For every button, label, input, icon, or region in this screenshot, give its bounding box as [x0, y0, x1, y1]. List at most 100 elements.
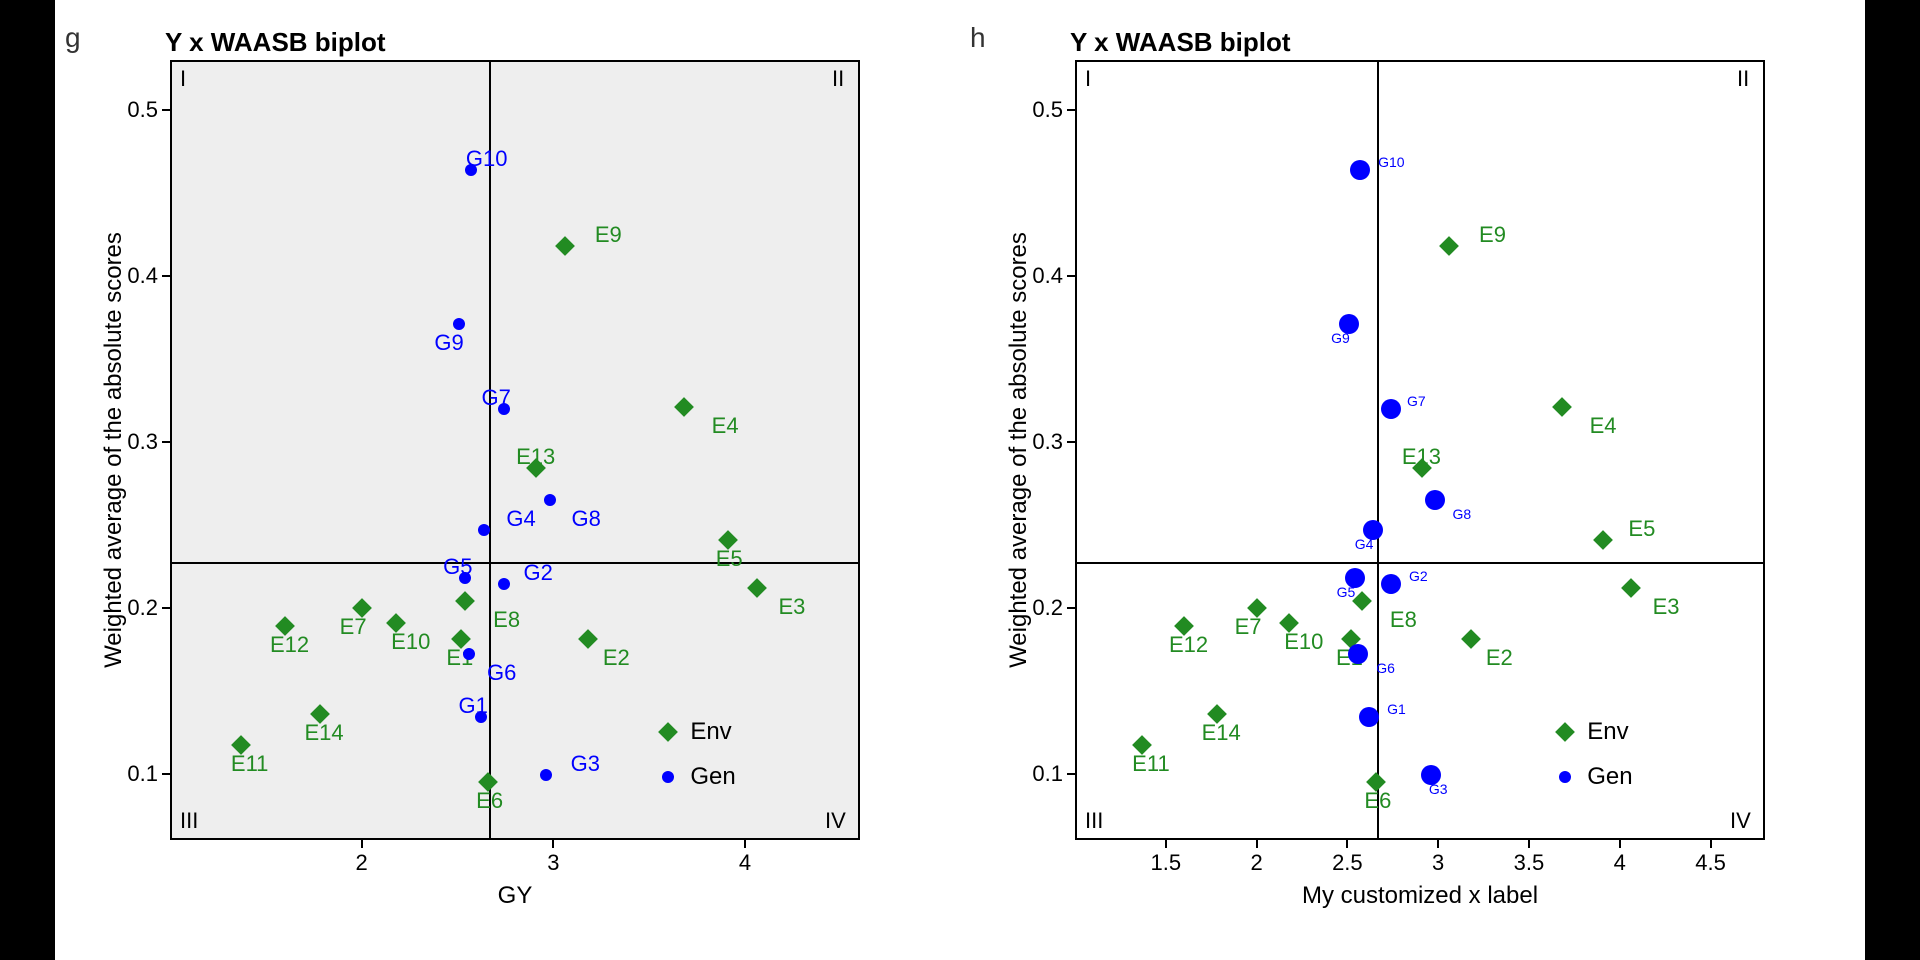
ytick-mark [1067, 607, 1075, 609]
gen-label: G9 [1331, 330, 1350, 346]
gen-label: G6 [487, 660, 516, 686]
gen-label: G5 [1337, 584, 1356, 600]
env-label: E12 [1169, 632, 1208, 658]
plot-area [170, 60, 860, 840]
ytick-mark [1067, 773, 1075, 775]
xtick-mark [1437, 840, 1439, 848]
gen-label: G3 [571, 751, 600, 777]
ytick-mark [1067, 109, 1075, 111]
ytick-mark [162, 275, 170, 277]
xtick-mark [552, 840, 554, 848]
gen-label: G1 [1387, 701, 1406, 717]
env-label: E3 [779, 594, 806, 620]
env-label: E3 [1653, 594, 1680, 620]
gen-label: G4 [1355, 536, 1374, 552]
chart-title: Y x WAASB biplot [165, 27, 386, 58]
gen-marker [1425, 490, 1445, 510]
gen-label: G8 [572, 506, 601, 532]
gen-label: G2 [1409, 568, 1428, 584]
chart-title: Y x WAASB biplot [1070, 27, 1291, 58]
xlabel: My customized x label [1075, 882, 1765, 910]
xtick-mark [744, 840, 746, 848]
quadrant-label: II [832, 66, 844, 92]
gen-marker [463, 648, 475, 660]
gen-marker [1350, 160, 1370, 180]
xtick-mark [1256, 840, 1258, 848]
ytick-mark [162, 109, 170, 111]
xtick-mark [1165, 840, 1167, 848]
gen-marker [540, 769, 552, 781]
gen-label: G6 [1376, 660, 1395, 676]
gen-label: G5 [443, 554, 472, 580]
env-label: E6 [476, 788, 503, 814]
panel-letter: h [970, 22, 986, 54]
env-label: E5 [1628, 516, 1655, 542]
env-label: E4 [1590, 413, 1617, 439]
xtick-label: 3 [1432, 850, 1444, 876]
env-label: E8 [1390, 607, 1417, 633]
quadrant-label: II [1737, 66, 1749, 92]
xtick-label: 4.5 [1695, 850, 1726, 876]
xtick-label: 1.5 [1150, 850, 1181, 876]
env-label: E11 [231, 751, 269, 777]
panels-container: gY x WAASB biplot2340.10.20.30.40.5GYWei… [55, 0, 1865, 960]
gen-label: G10 [1378, 154, 1404, 170]
quad-hline [1075, 562, 1765, 564]
ytick-mark [162, 441, 170, 443]
env-label: E2 [603, 645, 630, 671]
xtick-label: 3.5 [1514, 850, 1545, 876]
quadrant-label: III [180, 808, 198, 834]
env-label: E10 [391, 629, 430, 655]
panel-letter: g [65, 22, 81, 54]
quad-vline [1377, 60, 1379, 840]
xtick-mark [1528, 840, 1530, 848]
xlabel: GY [170, 882, 860, 910]
env-label: E9 [1479, 222, 1506, 248]
gen-label: G10 [466, 146, 508, 172]
quadrant-label: I [1085, 66, 1091, 92]
ytick-mark [1067, 275, 1075, 277]
env-label: E6 [1364, 788, 1391, 814]
gen-marker [544, 494, 556, 506]
legend-env-label: Env [1587, 718, 1628, 746]
env-label: E7 [1235, 614, 1262, 640]
env-label: E10 [1284, 629, 1323, 655]
gen-label: G2 [524, 560, 553, 586]
legend-gen-label: Gen [1587, 763, 1632, 791]
ytick-mark [1067, 441, 1075, 443]
ytick-mark [162, 607, 170, 609]
env-label: E2 [1486, 645, 1513, 671]
panel-h: hY x WAASB biplot1.522.533.544.50.10.20.… [960, 0, 1865, 960]
gen-label: G7 [1407, 393, 1426, 409]
env-label: E9 [595, 222, 622, 248]
xtick-label: 2 [1250, 850, 1262, 876]
gen-marker [453, 318, 465, 330]
quadrant-label: I [180, 66, 186, 92]
env-label: E5 [716, 546, 743, 572]
xtick-mark [1619, 840, 1621, 848]
env-label: E8 [493, 607, 520, 633]
quad-hline [170, 562, 860, 564]
quadrant-label: IV [825, 808, 846, 834]
gen-label: G9 [434, 330, 463, 356]
gen-marker [478, 524, 490, 536]
xtick-label: 2.5 [1332, 850, 1363, 876]
gen-label: G3 [1429, 781, 1448, 797]
gen-marker [1359, 707, 1379, 727]
legend-marker-gen [1559, 771, 1571, 783]
env-label: E7 [340, 614, 367, 640]
xtick-mark [361, 840, 363, 848]
env-label: E14 [1202, 720, 1241, 746]
xtick-mark [1346, 840, 1348, 848]
panel-g: gY x WAASB biplot2340.10.20.30.40.5GYWei… [55, 0, 960, 960]
gen-marker [498, 578, 510, 590]
xtick-label: 4 [739, 850, 751, 876]
ylabel: Weighted average of the absolute scores [1005, 60, 1033, 840]
legend-marker-gen [662, 771, 674, 783]
env-label: E11 [1132, 751, 1170, 777]
gen-label: G8 [1453, 506, 1472, 522]
gen-marker [1381, 399, 1401, 419]
ytick-mark [162, 773, 170, 775]
env-label: E4 [712, 413, 739, 439]
xtick-label: 4 [1614, 850, 1626, 876]
